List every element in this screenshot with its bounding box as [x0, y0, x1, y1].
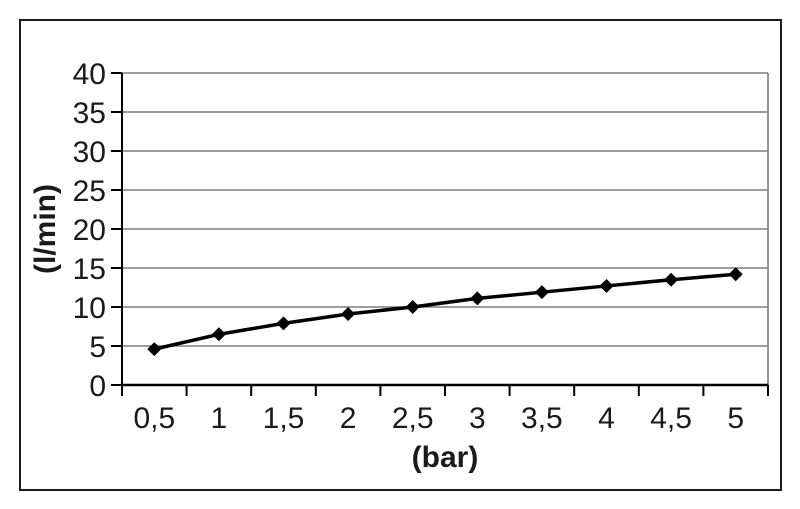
chart-frame [19, 19, 782, 491]
data-point-marker [470, 291, 485, 306]
y-tick-label: 40 [73, 58, 106, 91]
data-point-marker [341, 307, 356, 322]
data-point-marker [599, 278, 614, 293]
x-tick-label: 1 [211, 402, 228, 435]
x-tick-label: 0,5 [133, 402, 175, 435]
y-tick-label: 15 [73, 253, 106, 286]
y-tick-label: 5 [89, 331, 106, 364]
y-tick-label: 25 [73, 175, 106, 208]
y-axis-title: (l/min) [29, 184, 62, 274]
x-tick-label: 4,5 [650, 402, 692, 435]
data-point-marker [211, 327, 226, 342]
data-point-marker [147, 342, 162, 357]
data-point-marker [276, 316, 291, 331]
data-point-marker [728, 267, 743, 282]
y-tick-label: 35 [73, 97, 106, 130]
data-series-line [153, 272, 736, 351]
x-tick-label: 2 [340, 402, 357, 435]
data-point-marker [664, 272, 679, 287]
y-tick-label: 20 [73, 214, 106, 247]
x-axis-title: (bar) [411, 441, 479, 474]
y-tick-label: 0 [89, 370, 106, 403]
x-tick-label: 2,5 [392, 402, 434, 435]
data-point-marker [534, 285, 549, 300]
x-tick-label: 1,5 [263, 402, 305, 435]
x-tick-label: 3,5 [521, 402, 563, 435]
x-tick-label: 5 [727, 402, 744, 435]
data-point-marker [405, 300, 420, 314]
x-tick-label: 3 [469, 402, 486, 435]
y-tick-label: 10 [73, 292, 106, 325]
x-tick-label: 4 [598, 402, 615, 435]
y-tick-label: 30 [73, 136, 106, 169]
